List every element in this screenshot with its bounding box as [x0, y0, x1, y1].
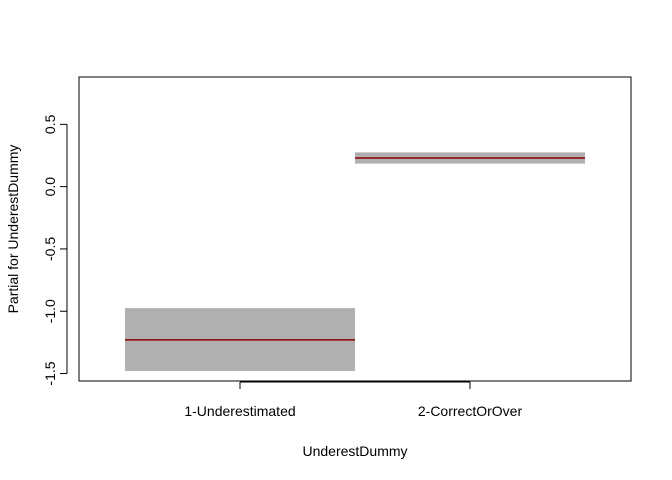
y-tick-label: -1.5: [42, 361, 58, 385]
x-axis: 1-Underestimated 2-CorrectOrOver: [184, 381, 523, 419]
y-tick-label: -1.0: [42, 299, 58, 323]
confidence-bands: [125, 152, 585, 372]
plot-frame: [78, 76, 632, 382]
y-tick-label: 0.0: [42, 177, 58, 197]
y-tick-label: 0.5: [42, 114, 58, 134]
x-tick-label: 1-Underestimated: [184, 403, 295, 419]
x-tick-label: 2-CorrectOrOver: [418, 403, 523, 419]
y-tick-label: -0.5: [42, 237, 58, 261]
x-axis-title: UnderestDummy: [302, 443, 407, 459]
y-axis: -1.5 -1.0 -0.5 0.0 0.5: [42, 114, 68, 386]
y-axis-title: Partial for UnderestDummy: [5, 145, 21, 314]
estimate-lines: [125, 157, 585, 341]
